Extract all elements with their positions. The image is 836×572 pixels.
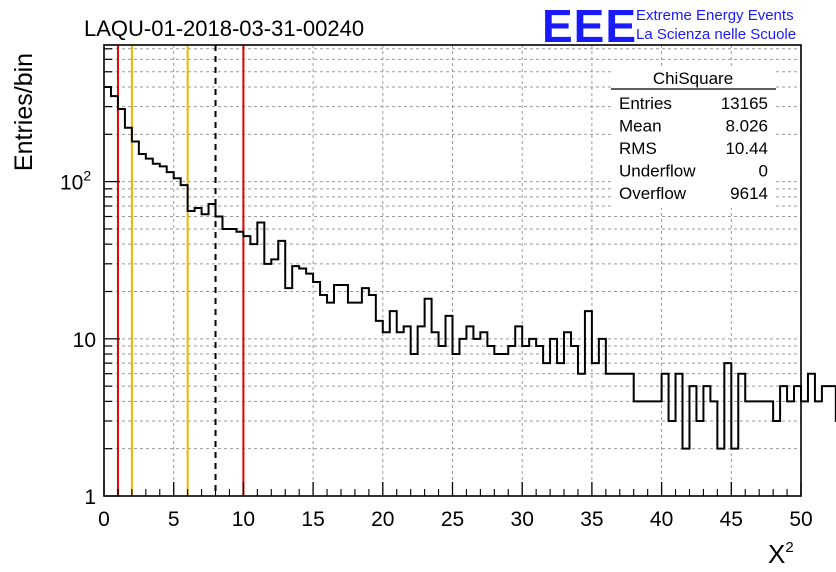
stats-value: 0	[759, 162, 768, 181]
x-tick-label: 30	[511, 508, 534, 531]
eee-tagline-2: La Scienza nelle Scuole	[636, 26, 796, 43]
run-title: LAQU-01-2018-03-31-00240	[84, 16, 364, 41]
stats-rows: Entries 13165 Mean 8.026 RMS 10.44 Underflow 0 O…	[619, 94, 768, 203]
y-tick-label: 1	[84, 486, 96, 509]
stats-label: Overflow	[619, 184, 687, 203]
x-tick-label: 45	[720, 508, 743, 531]
x-tick-label: 5	[168, 508, 180, 531]
stats-label: Entries	[619, 94, 672, 113]
x-tick-label: 40	[650, 508, 673, 531]
eee-tagline-1: Extreme Energy Events	[636, 7, 794, 24]
y-axis-title: Entries/bin	[10, 53, 38, 171]
y-tick-label: 102	[60, 168, 91, 195]
x-axis-title: X2	[768, 539, 794, 569]
x-tick-label: 10	[232, 508, 255, 531]
grid	[104, 45, 801, 496]
stats-box-background	[611, 66, 776, 208]
stats-box-title: ChiSquare	[653, 69, 733, 88]
stats-value: 10.44	[725, 139, 768, 158]
y-tick-labels: 1 10 102	[60, 168, 96, 509]
histogram-line	[104, 86, 836, 450]
stats-value: 8.026	[725, 117, 768, 136]
stats-label: RMS	[619, 139, 657, 158]
stats-value: 13165	[721, 94, 768, 113]
histogram-series	[104, 86, 836, 450]
stats-value: 9614	[730, 184, 768, 203]
x-tick-label: 50	[789, 508, 812, 531]
stats-label: Mean	[619, 117, 662, 136]
stats-box: ChiSquare Entries 13165 Mean 8.026 RMS 10.44 U…	[611, 66, 776, 208]
stats-label: Underflow	[619, 162, 696, 181]
x-tick-label: 25	[441, 508, 464, 531]
axis-ticks	[103, 48, 802, 497]
y-tick-label: 10	[73, 329, 96, 352]
x-tick-label: 35	[580, 508, 603, 531]
x-tick-label: 20	[371, 508, 394, 531]
x-tick-label: 0	[98, 508, 110, 531]
x-tick-labels: 0 5 10 15 20 25 30 35 40 45 50	[98, 508, 813, 531]
x-tick-label: 15	[301, 508, 324, 531]
eee-logo: EEE	[542, 0, 637, 52]
reference-lines	[116, 45, 245, 496]
